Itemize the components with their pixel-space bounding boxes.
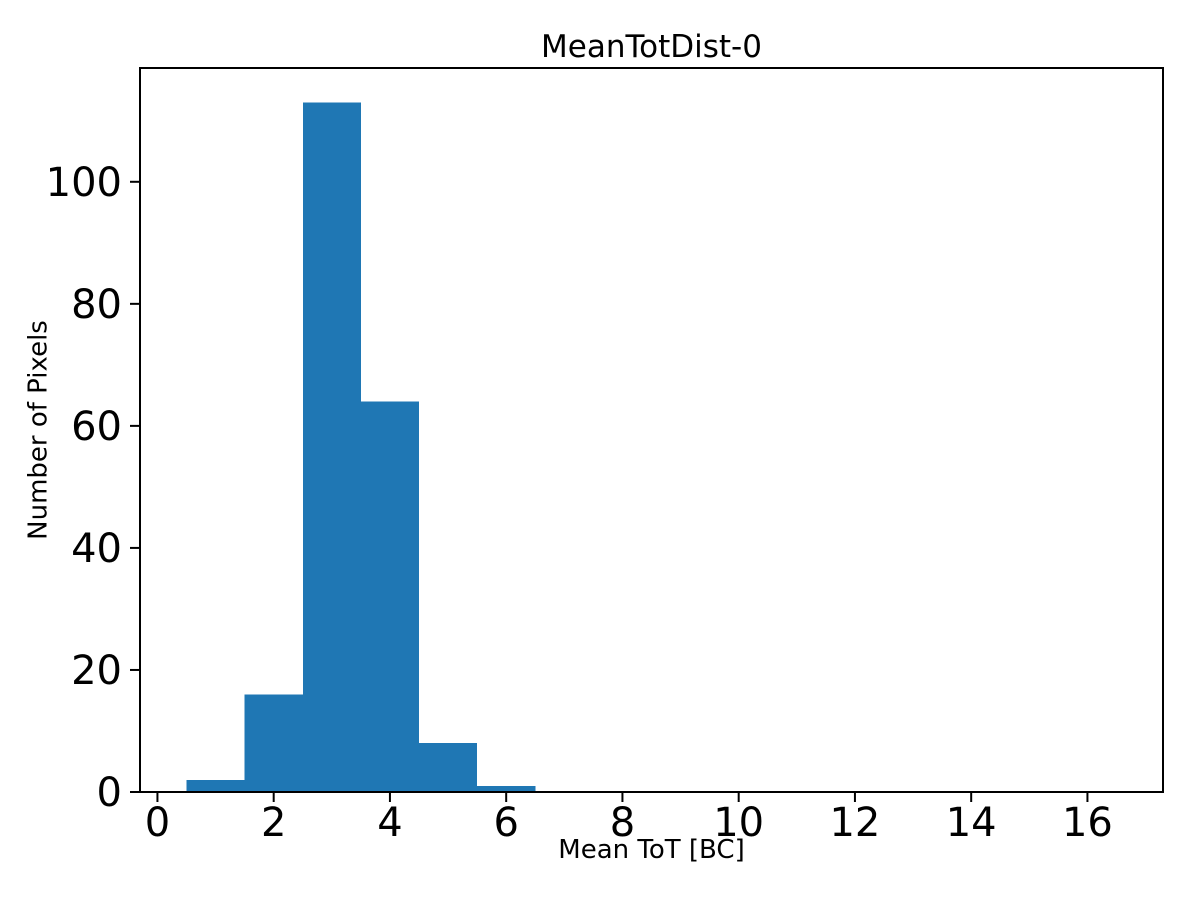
x-tick-label: 8 xyxy=(610,800,635,846)
x-axis-label: Mean ToT [BC] xyxy=(558,835,745,865)
y-tick-label: 100 xyxy=(46,160,122,206)
y-tick-label: 40 xyxy=(71,526,122,572)
histogram-bar xyxy=(244,694,303,792)
x-tick-label: 10 xyxy=(713,800,764,846)
x-tick-label: 14 xyxy=(946,800,997,846)
y-tick-label: 0 xyxy=(97,770,122,816)
axes-spines xyxy=(139,67,1164,793)
histogram-bar xyxy=(186,779,245,792)
y-tick-label: 60 xyxy=(71,404,122,450)
x-tick-label: 6 xyxy=(493,800,518,846)
y-tick-label: 80 xyxy=(71,282,122,328)
x-tick-label: 16 xyxy=(1062,800,1113,846)
x-tick-label: 4 xyxy=(377,800,402,846)
histogram-bar xyxy=(477,785,536,792)
chart-title: MeanTotDist-0 xyxy=(541,29,762,65)
histogram-bar xyxy=(302,102,361,792)
y-tick-label: 20 xyxy=(71,648,122,694)
histogram-bar xyxy=(419,743,478,792)
y-axis-label: Number of Pixels xyxy=(23,320,54,540)
x-tick-label: 2 xyxy=(261,800,286,846)
histogram-bar xyxy=(360,401,419,792)
x-tick-label: 12 xyxy=(829,800,880,846)
x-tick-label: 0 xyxy=(145,800,170,846)
